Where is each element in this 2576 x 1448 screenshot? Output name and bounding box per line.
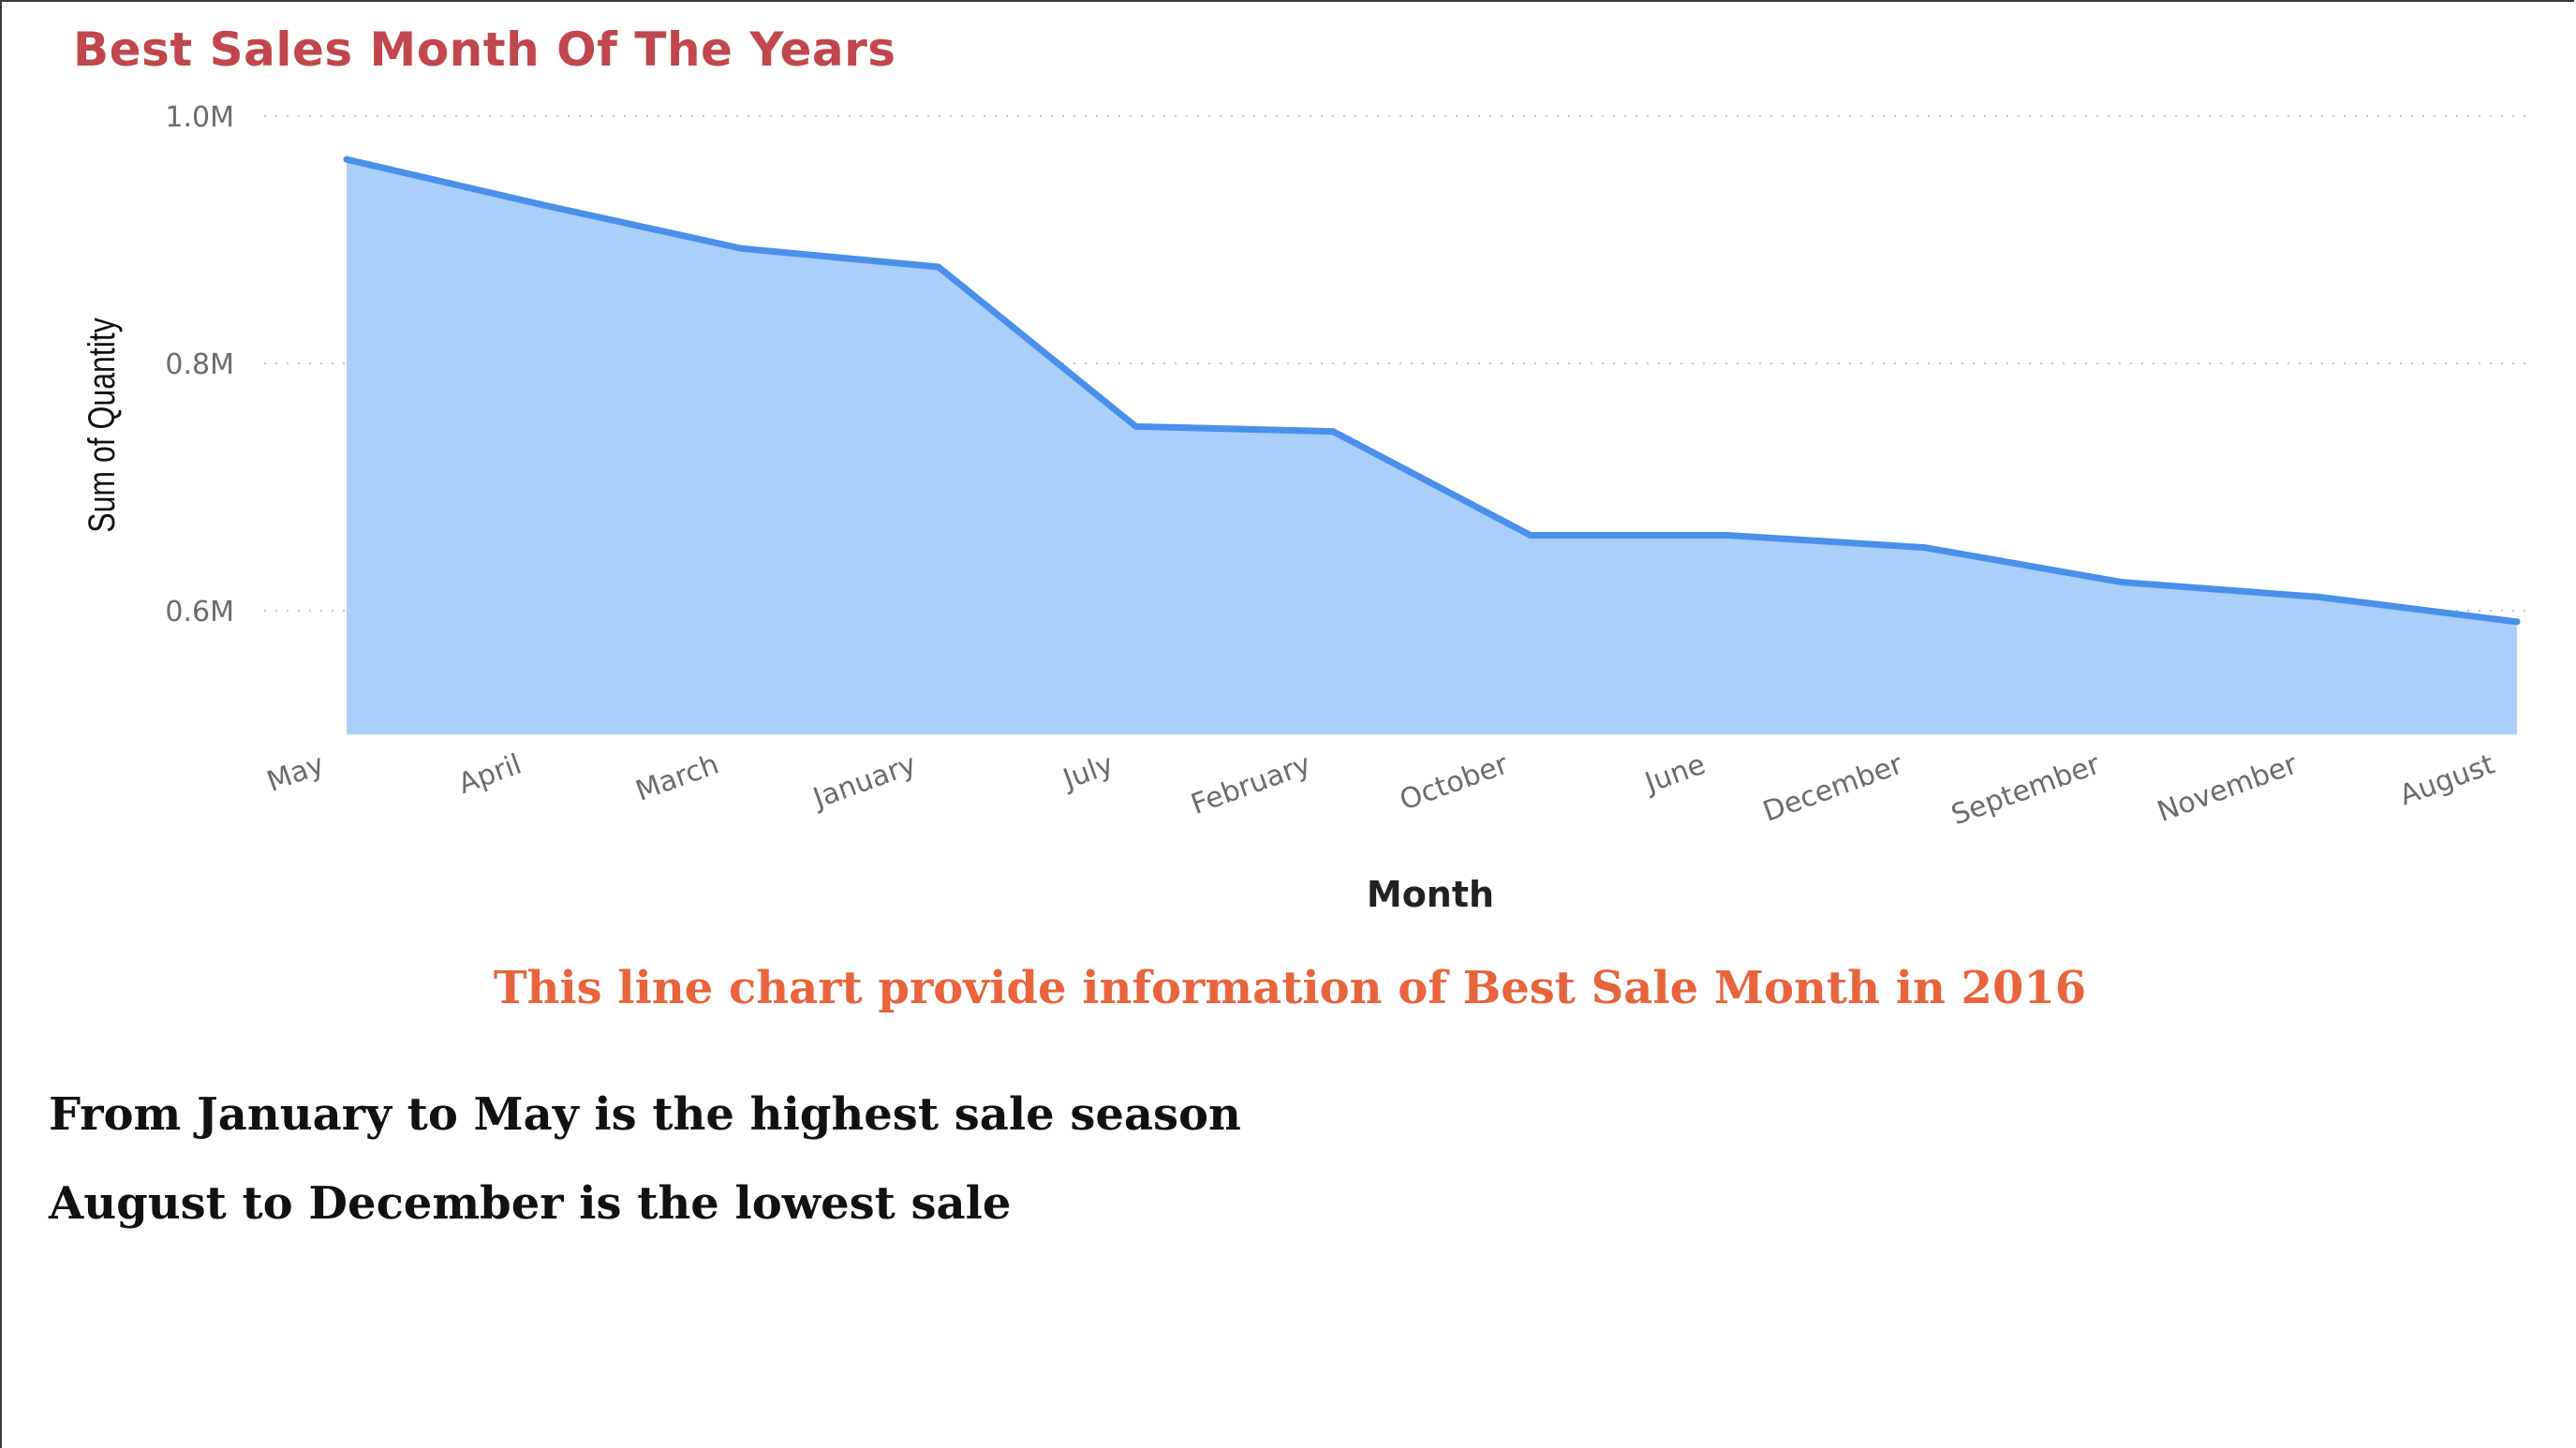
x-tick-label: March (631, 748, 723, 808)
data-point-august (2514, 618, 2520, 625)
x-tick-label: January (807, 748, 921, 816)
x-tick-label: November (2153, 747, 2302, 828)
note-line-2: August to December is the lowest sale (49, 1177, 1012, 1230)
x-tick-labels: May April March January July February October J… (262, 747, 2498, 832)
data-point-december (1922, 544, 1929, 551)
data-point-november (2317, 594, 2323, 600)
data-point-july (1133, 423, 1139, 430)
x-tick-label: July (1058, 748, 1118, 797)
chart-caption: This line chart provide information of B… (493, 962, 2087, 1014)
area-fill (347, 159, 2517, 734)
x-tick-label: April (454, 748, 526, 801)
series-line (343, 155, 2521, 626)
chart-title: Best Sales Month Of The Years (73, 22, 896, 77)
x-tick-label: December (1759, 747, 1908, 828)
data-point-april (540, 202, 547, 209)
data-point-september (2119, 579, 2125, 585)
x-axis-title: Month (1367, 874, 1494, 915)
data-points (344, 156, 2520, 625)
x-tick-label: May (262, 748, 328, 799)
x-tick-label: September (1947, 747, 2105, 832)
x-tick-label: August (2395, 748, 2499, 813)
data-point-march (738, 245, 745, 252)
y-tick-labels: 0.6M 0.8M 1.0M (165, 101, 234, 628)
y-tick-label: 0.8M (165, 348, 234, 381)
area-chart: 0.6M 0.8M 1.0M May April March January July Feb… (81, 101, 2531, 915)
x-tick-label: October (1396, 747, 1513, 817)
y-tick-label: 0.6M (165, 596, 234, 628)
data-point-january (935, 264, 941, 271)
data-point-june (1725, 532, 1731, 539)
y-tick-label: 1.0M (165, 101, 234, 134)
note-line-1: From January to May is the highest sale … (49, 1088, 1241, 1141)
data-point-may (344, 156, 349, 163)
y-axis-title: Sum of Quantity (81, 318, 123, 533)
data-point-october (1527, 532, 1533, 539)
x-tick-label: June (1639, 748, 1710, 801)
x-tick-label: February (1187, 748, 1315, 821)
data-point-february (1330, 428, 1337, 435)
